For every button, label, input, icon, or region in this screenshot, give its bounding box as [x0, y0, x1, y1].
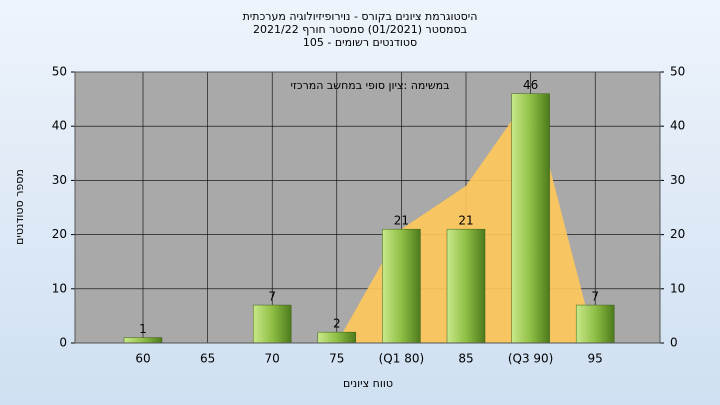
y2-tick-label: 20 — [670, 227, 685, 241]
annotation: במשימה :ציון סופי במחשב המרכזי — [290, 79, 449, 92]
y-tick-label: 10 — [52, 281, 67, 295]
value-label: 46 — [523, 78, 538, 92]
bar — [446, 228, 486, 344]
bar — [317, 331, 357, 344]
y-tick-label: 40 — [52, 119, 67, 133]
value-label: 2 — [333, 317, 341, 331]
y2-tick-label: 0 — [670, 336, 678, 350]
y2-tick-label: 10 — [670, 281, 685, 295]
x-axis-label: טווח ציונים — [343, 377, 393, 390]
y2-tick-label: 30 — [670, 173, 685, 187]
title-line: היסטוגרמת ציונים בקורס - נוירופיזיולוגיה… — [243, 10, 478, 23]
x-tick-label: 65 — [200, 352, 215, 366]
x-tick-label: 70 — [265, 352, 280, 366]
x-tick-label: (Q1 80) — [379, 352, 425, 366]
title-line: בסמסטר (01/2021) סמסטר חורף 2021/22 — [253, 23, 467, 36]
y-tick-label: 20 — [52, 227, 67, 241]
value-label: 21 — [394, 214, 409, 228]
bar — [123, 337, 163, 344]
value-label: 7 — [591, 290, 599, 304]
x-tick-label: 95 — [588, 352, 603, 366]
y-tick-label: 0 — [59, 336, 67, 350]
bar — [511, 93, 550, 344]
value-label: 1 — [139, 322, 147, 336]
y2-tick-label: 40 — [670, 119, 685, 133]
bar — [382, 228, 421, 344]
x-tick-label: 85 — [458, 352, 473, 366]
title-line: סטודנטים רשומים - 105 — [303, 36, 417, 49]
y-tick-label: 50 — [52, 65, 67, 79]
y2-tick-label: 50 — [670, 65, 685, 79]
x-tick-label: 60 — [135, 352, 150, 366]
y-axis-label: מספר סטודנטים — [13, 169, 26, 245]
x-tick-label: 75 — [329, 352, 344, 366]
bar — [575, 304, 615, 344]
y-tick-label: 30 — [52, 173, 67, 187]
value-label: 7 — [268, 290, 276, 304]
x-tick-label: (Q3 90) — [508, 352, 554, 366]
value-label: 21 — [458, 214, 473, 228]
bar — [252, 304, 292, 344]
plot-frame — [74, 71, 661, 344]
